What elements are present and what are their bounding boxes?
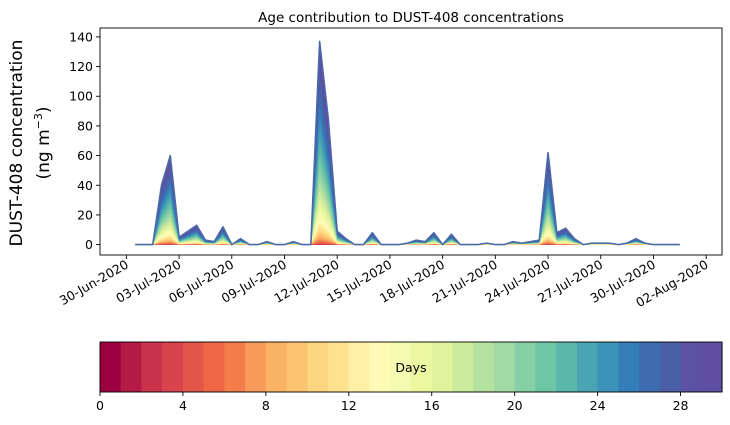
colorbar [100, 342, 723, 392]
age-area-0 [135, 41, 680, 245]
age-area-2 [135, 74, 680, 245]
y-tick-label-100: 100 [69, 89, 93, 104]
y-tick-label-60: 60 [77, 148, 93, 163]
colorbar-swatch-20 [514, 342, 536, 392]
colorbar-tick-label-8: 8 [262, 398, 270, 413]
y-tick-label-20: 20 [77, 207, 93, 222]
plot-frame [99, 27, 723, 256]
colorbar-tick-label-16: 16 [424, 398, 440, 413]
colorbar-swatch-21 [535, 342, 557, 392]
colorbar-tick-label-20: 20 [507, 398, 523, 413]
colorbar-swatch-1 [120, 342, 143, 392]
plot-areas [135, 41, 680, 245]
y-axis: 0 20 40 60 80 100 120 140 [69, 29, 100, 252]
colorbar-swatch-11 [328, 342, 350, 392]
x-axis: 30-Jun-202003-Jul-202006-Jul-202009-Jul-… [57, 255, 711, 310]
colorbar-swatch-19 [493, 342, 516, 392]
colorbar-swatch-23 [576, 342, 599, 392]
colorbar-ticks: 0 4 8 12 16 20 24 28 [96, 392, 689, 413]
colorbar-swatch-14 [390, 342, 412, 392]
colorbar-swatch-28 [680, 342, 702, 392]
colorbar-swatch-17 [452, 342, 474, 392]
colorbar-swatch-7 [245, 342, 267, 392]
colorbar-swatch-15 [411, 342, 433, 392]
age-area-10 [135, 173, 680, 245]
colorbar-swatch-13 [369, 342, 391, 392]
age-area-11 [135, 182, 680, 245]
age-area-3 [135, 90, 680, 245]
colorbar-tick-label-24: 24 [590, 398, 606, 413]
colorbar-tick-label-28: 28 [673, 398, 689, 413]
plot-outline [135, 40, 680, 246]
age-area-8 [135, 153, 680, 245]
age-area-7 [135, 142, 680, 245]
colorbar-swatch-24 [597, 342, 619, 392]
age-area-6 [135, 130, 680, 245]
y-tick-label-120: 120 [69, 59, 93, 74]
colorbar-label: Days [395, 360, 426, 375]
y-tick-label-40: 40 [77, 178, 93, 193]
colorbar-swatch-16 [431, 342, 454, 392]
colorbar-swatch-6 [224, 342, 246, 392]
age-area-9 [135, 164, 680, 245]
colorbar-swatch-8 [265, 342, 288, 392]
age-area-4 [135, 104, 680, 245]
y-tick-label-0: 0 [85, 237, 93, 252]
colorbar-swatch-27 [659, 342, 682, 392]
y-tick-label-140: 140 [69, 29, 93, 44]
colorbar-tick-label-12: 12 [341, 398, 357, 413]
colorbar-swatch-12 [348, 342, 371, 392]
colorbar-swatch-0 [100, 342, 122, 392]
y-axis-label: DUST-408 concentration (ng m−3) [7, 40, 54, 247]
colorbar-tick-label-0: 0 [96, 398, 104, 413]
colorbar-swatch-4 [182, 342, 205, 392]
total-concentration-line [135, 40, 680, 246]
colorbar-swatch-3 [162, 342, 184, 392]
colorbar-frame [99, 341, 723, 393]
age-area-1 [135, 58, 680, 245]
y-tick-label-80: 80 [77, 118, 93, 133]
colorbar-swatch-25 [618, 342, 640, 392]
colorbar-swatch-26 [639, 342, 661, 392]
y-axis-label-line1: DUST-408 concentration [7, 40, 27, 247]
colorbar-swatch-18 [473, 342, 495, 392]
colorbar-swatch-9 [286, 342, 308, 392]
colorbar-tick-label-4: 4 [179, 398, 187, 413]
colorbar-swatch-5 [203, 342, 225, 392]
chart-title-group: Age contribution to DUST-408 concentrati… [258, 10, 564, 26]
chart-title: Age contribution to DUST-408 concentrati… [258, 10, 564, 26]
colorbar-swatch-10 [307, 342, 329, 392]
age-area-5 [135, 118, 680, 245]
colorbar-swatch-2 [141, 342, 163, 392]
colorbar-swatch-29 [701, 342, 723, 392]
y-axis-label-line2: (ng m−3) [32, 106, 54, 179]
colorbar-swatch-22 [556, 342, 578, 392]
